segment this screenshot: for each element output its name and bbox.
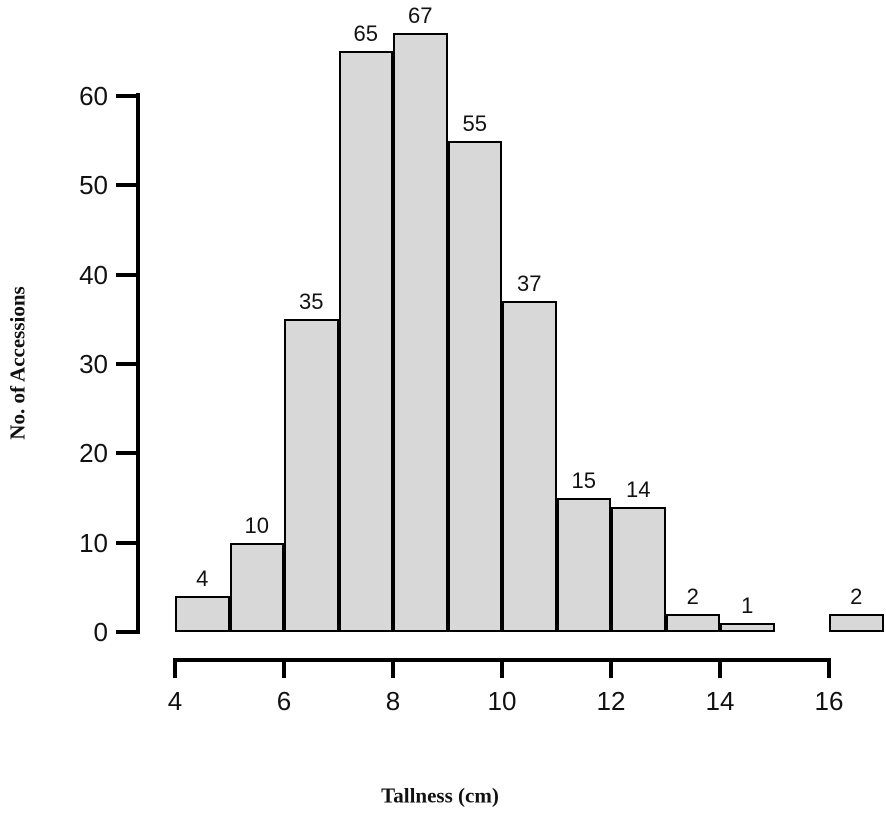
bar-value-label: 10	[244, 512, 269, 538]
bar-14-15	[720, 623, 775, 632]
bar-value-label: 37	[517, 271, 542, 297]
bar-10-11	[502, 301, 557, 632]
x-tick-label: 12	[596, 686, 626, 716]
y-axis-tick	[116, 540, 138, 545]
bar-value-label: 55	[462, 110, 487, 136]
bar-12-13	[611, 506, 666, 632]
y-axis-tick	[116, 451, 138, 456]
y-tick-label: 10	[79, 527, 108, 558]
x-tick-label: 16	[814, 686, 844, 716]
x-tick-label: 14	[705, 686, 735, 716]
y-axis-tick	[116, 272, 138, 277]
x-tick-label: 8	[385, 686, 401, 716]
y-axis-title: No. of Accessions	[5, 286, 30, 440]
x-axis-title: Tallness (cm)	[381, 783, 499, 808]
bar-7-8	[338, 51, 393, 632]
y-tick-label: 40	[79, 259, 108, 290]
bar-16-17	[829, 614, 884, 632]
bar-6-7	[284, 319, 339, 632]
x-axis-tick	[609, 660, 613, 678]
x-axis-tick	[718, 660, 722, 678]
bar-value-label: 4	[196, 566, 209, 592]
x-axis-tick	[173, 660, 177, 678]
y-tick-label: 30	[79, 349, 108, 379]
y-axis-tick	[116, 362, 138, 366]
bar-value-label: 35	[299, 289, 324, 315]
y-tick-label: 20	[79, 438, 108, 469]
bar-8-9	[393, 33, 448, 632]
x-axis-tick	[827, 660, 831, 678]
x-axis-tick	[391, 660, 395, 678]
bar-5-6	[229, 542, 284, 632]
y-axis-tick	[116, 630, 138, 634]
bar-13-14	[665, 614, 720, 632]
bar-value-label: 65	[353, 21, 378, 47]
bar-11-12	[556, 498, 611, 632]
bar-value-label: 67	[408, 3, 433, 29]
y-axis-line	[136, 93, 140, 634]
bar-value-label: 1	[741, 593, 754, 619]
y-axis-tick	[116, 183, 138, 188]
bar-value-label: 2	[686, 584, 699, 610]
x-axis-tick	[282, 660, 286, 678]
bar-value-label: 14	[626, 476, 651, 502]
bar-4-5	[175, 596, 230, 632]
x-tick-label: 6	[276, 686, 292, 716]
x-tick-label: 10	[487, 686, 517, 716]
y-tick-label: 60	[79, 81, 108, 111]
bar-value-label: 15	[571, 468, 596, 493]
x-axis-tick	[500, 660, 504, 678]
bar-9-10	[447, 140, 502, 632]
x-tick-label: 4	[167, 686, 183, 716]
bar-value-label: 2	[850, 584, 863, 610]
y-axis-tick	[116, 94, 138, 98]
y-tick-label: 0	[93, 617, 108, 647]
y-tick-label: 50	[79, 170, 108, 201]
